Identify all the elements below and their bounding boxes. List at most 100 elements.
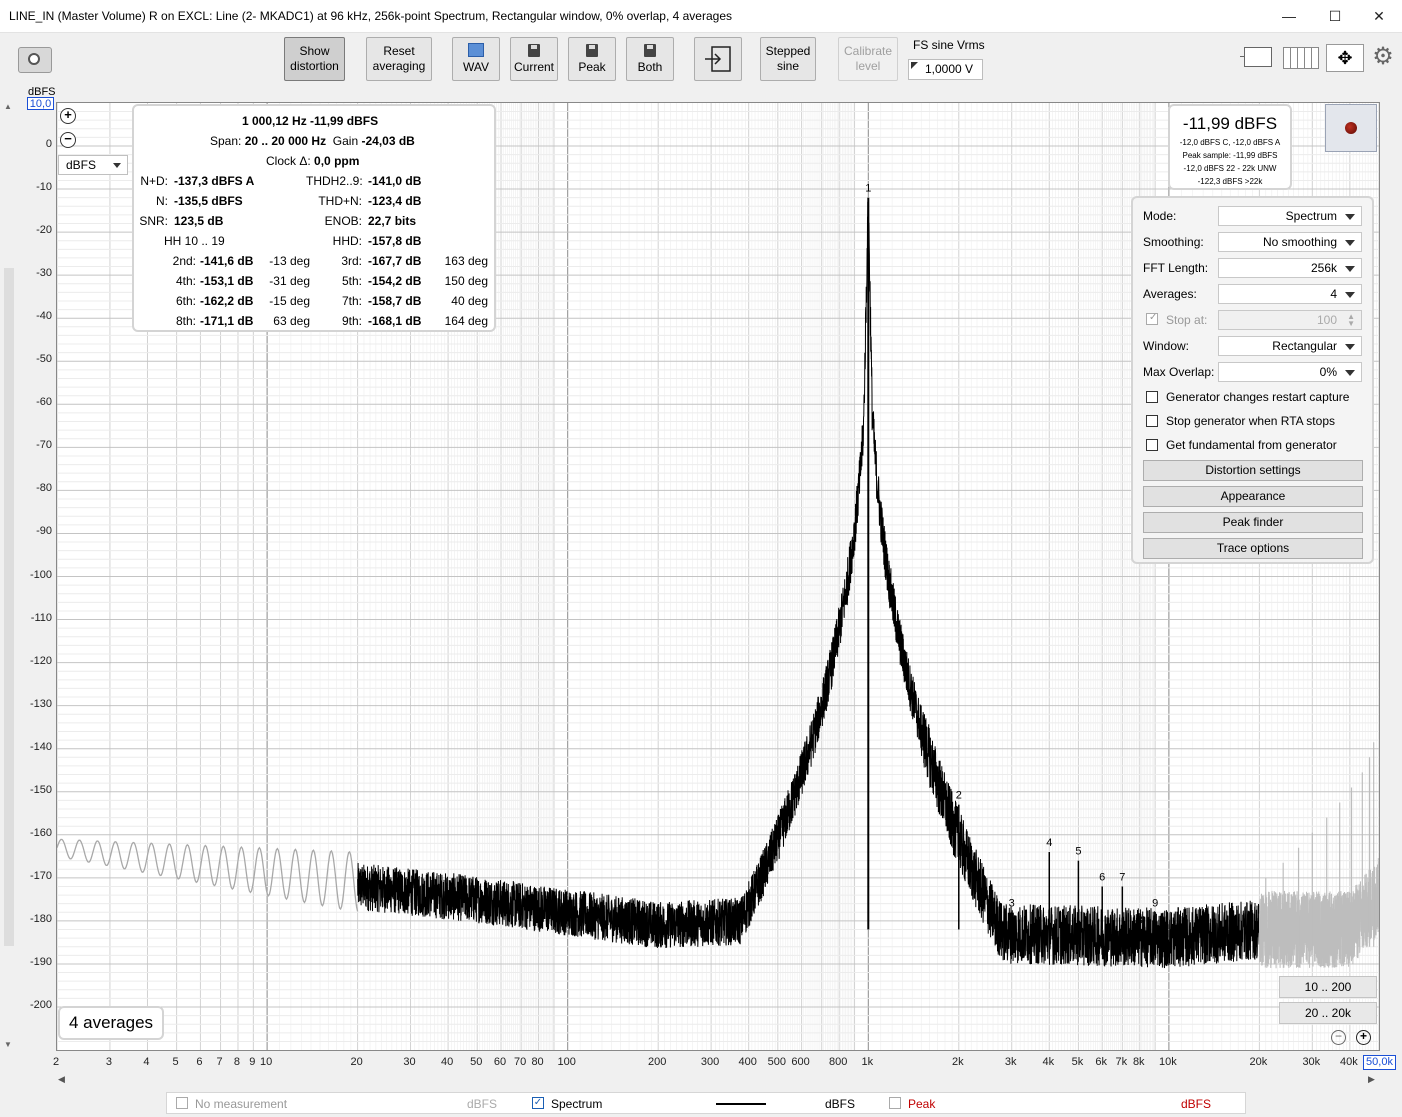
- x-tick-label: 2: [52, 1056, 60, 1068]
- distortion-settings-button[interactable]: Distortion settings: [1143, 460, 1363, 481]
- y-max-input[interactable]: 10,0: [27, 97, 54, 110]
- restart-capture-checkbox[interactable]: [1146, 391, 1158, 403]
- spectrum-unit: dBFS: [825, 1097, 856, 1111]
- x-tick-label: 60: [493, 1056, 507, 1068]
- y-unit-label: dBFS: [28, 86, 56, 98]
- peak-checkbox[interactable]: [889, 1097, 901, 1109]
- scroll-left-icon[interactable]: ◀: [58, 1074, 65, 1084]
- record-button[interactable]: [1325, 104, 1377, 152]
- stepped-sine-button[interactable]: Stepped sine: [760, 37, 816, 81]
- scroll-up-icon[interactable]: ▲: [4, 102, 12, 111]
- wav-button[interactable]: WAV: [452, 37, 500, 81]
- x-tick-label: 100: [557, 1056, 576, 1068]
- level-readout: -11,99 dBFS: [1182, 114, 1278, 133]
- harmonic-bv-1: -154,2 dB: [368, 274, 422, 288]
- peak-finder-button[interactable]: Peak finder: [1143, 512, 1363, 533]
- stop-generator-label: Stop generator when RTA stops: [1166, 414, 1335, 428]
- x-max-input[interactable]: 50,0k: [1363, 1055, 1396, 1070]
- y-unit-select[interactable]: dBFS: [58, 155, 128, 175]
- x-zoom-out-icon[interactable]: −: [1331, 1030, 1346, 1045]
- overlap-select[interactable]: 0%: [1218, 362, 1362, 382]
- trace-options-button[interactable]: Trace options: [1143, 538, 1363, 559]
- maximize-button[interactable]: ☐: [1328, 7, 1342, 24]
- enob-label: ENOB:: [324, 214, 362, 228]
- move-icon[interactable]: ✥: [1326, 44, 1364, 72]
- x-tick-label: 200: [648, 1056, 667, 1068]
- close-button[interactable]: ✕: [1373, 7, 1385, 24]
- harmonic-marker-1: 1: [865, 183, 871, 195]
- harmonic-bd-1: 150 deg: [444, 274, 488, 288]
- harmonic-ad-0: -13 deg: [269, 254, 310, 268]
- harmonic-a-0: 2nd:: [172, 254, 196, 268]
- save-current-button[interactable]: Current: [510, 37, 558, 81]
- x-tick-label: 10k: [1159, 1056, 1177, 1068]
- y-tick-label: -130: [29, 697, 52, 710]
- show-distortion-button[interactable]: Show distortion: [284, 37, 345, 81]
- x-tick-label: 4: [143, 1056, 150, 1068]
- fs-sine-label: FS sine Vrms: [913, 38, 985, 52]
- window-label: Window:: [1143, 339, 1190, 353]
- scroll-right-icon[interactable]: ▶: [1368, 1074, 1375, 1084]
- scroll-down-icon[interactable]: ▼: [4, 1040, 12, 1049]
- save-icon: [528, 43, 540, 57]
- appearance-button[interactable]: Appearance: [1143, 486, 1363, 507]
- x-tick-label: 30: [403, 1056, 416, 1068]
- fft-length-select[interactable]: 256k: [1218, 258, 1362, 278]
- export-button[interactable]: [694, 37, 742, 81]
- single-view-icon[interactable]: [1240, 45, 1274, 69]
- x-tick-label: 4k: [1042, 1056, 1055, 1068]
- fundamental-generator-checkbox[interactable]: [1146, 439, 1158, 451]
- mode-select[interactable]: Spectrum: [1218, 206, 1362, 226]
- harmonic-marker-9: 9: [1152, 897, 1158, 909]
- stop-at-input[interactable]: 100 ▲ ▼: [1218, 310, 1362, 330]
- gear-icon[interactable]: ⚙: [1372, 43, 1394, 70]
- spectrum-checkbox[interactable]: ✓: [532, 1097, 544, 1109]
- x-tick-label: 7k: [1115, 1056, 1128, 1068]
- snr-label: SNR:: [139, 214, 168, 228]
- window-select[interactable]: Rectangular: [1218, 336, 1362, 356]
- legend-bar: No measurement dBFS ✓ Spectrum dBFS Peak…: [166, 1092, 1246, 1114]
- span-readout: Span: 20 .. 20 000 Hz Gain -24,03 dB: [210, 134, 415, 148]
- no-measurement-checkbox[interactable]: [176, 1097, 188, 1109]
- camera-icon[interactable]: [18, 47, 52, 73]
- smoothing-select[interactable]: No smoothing: [1218, 232, 1362, 252]
- zoom-out-icon[interactable]: −: [60, 132, 76, 148]
- reset-averaging-button[interactable]: Reset averaging: [366, 37, 432, 81]
- y-tick-label: -200: [29, 999, 52, 1011]
- y-tick-label: -120: [29, 654, 52, 667]
- zoom-in-icon[interactable]: +: [60, 108, 76, 124]
- x-tick-label: 2k: [951, 1056, 964, 1068]
- x-tick-label: 30k: [1302, 1056, 1321, 1068]
- restart-capture-label: Generator changes restart capture: [1166, 390, 1350, 404]
- stop-at-checkbox[interactable]: ✓: [1146, 312, 1158, 325]
- x-tick-label: 800: [828, 1056, 848, 1068]
- x-tick-label: 5k: [1071, 1056, 1084, 1068]
- x-tick-label: 6: [196, 1056, 203, 1068]
- y-tick-label: -80: [36, 482, 52, 495]
- calibrate-level-button[interactable]: Calibrate level: [838, 37, 898, 81]
- range-20-20k-button[interactable]: 20 .. 20k: [1279, 1002, 1377, 1024]
- hhd-value: -157,8 dB: [368, 234, 422, 248]
- smoothing-label: Smoothing:: [1143, 235, 1204, 249]
- averages-select[interactable]: 4: [1218, 284, 1362, 304]
- x-tick-label: 70: [514, 1056, 527, 1068]
- level-weighted: -12,0 dBFS C, -12,0 dBFS A: [1179, 138, 1281, 147]
- hhd-label: HHD:: [332, 234, 362, 248]
- wav-icon: [468, 43, 484, 57]
- save-both-button[interactable]: Both: [626, 37, 674, 81]
- x-tick-label: 7: [216, 1056, 223, 1068]
- x-tick-label: 40: [440, 1056, 454, 1068]
- enob-value: 22,7 bits: [368, 214, 417, 228]
- harmonic-b-3: 9th:: [341, 314, 362, 328]
- x-zoom-in-icon[interactable]: +: [1356, 1030, 1371, 1045]
- stop-generator-checkbox[interactable]: [1146, 415, 1158, 427]
- split-view-icon[interactable]: [1283, 45, 1319, 69]
- fs-sine-input[interactable]: 1,0000 V: [908, 59, 983, 80]
- harmonic-ad-1: -31 deg: [269, 274, 310, 288]
- range-10-200-button[interactable]: 10 .. 200: [1279, 976, 1377, 998]
- title-bar: LINE_IN (Master Volume) R on EXCL: Line …: [0, 0, 1402, 33]
- minimize-button[interactable]: —: [1282, 8, 1296, 24]
- y-scrollbar[interactable]: [4, 268, 14, 946]
- y-tick-label: -10: [36, 181, 52, 194]
- save-peak-button[interactable]: Peak: [568, 37, 616, 81]
